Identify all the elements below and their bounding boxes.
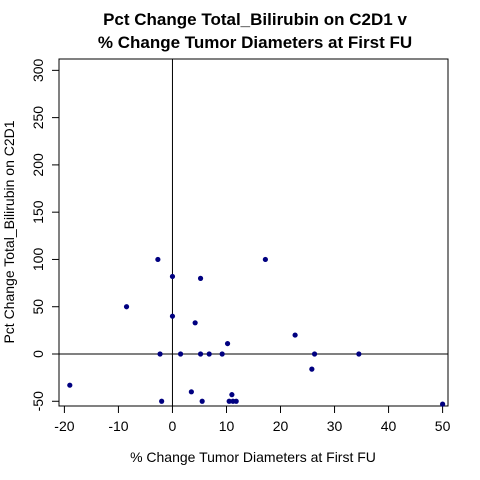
x-tick-label: 50 [435,418,451,434]
data-point [311,351,318,357]
data-point [309,366,315,372]
data-points [67,256,446,407]
reference-lines [59,59,448,406]
x-axis-label: % Change Tumor Diameters at First FU [130,449,376,465]
y-tick-label: 250 [30,106,46,130]
data-point [192,320,198,326]
data-point [67,382,73,388]
data-point [226,398,232,404]
x-tick-label: -10 [108,418,128,434]
x-tick-label: 30 [327,418,343,434]
y-tick-label: 0 [30,350,46,358]
x-tick-label: -20 [54,418,74,434]
data-point [123,304,130,310]
data-point [262,256,268,263]
y-axis-label: Pct Change Total_Bilirubin on C2D1 [1,120,17,343]
y-tick-label: -50 [30,391,46,411]
y-tick-label: 100 [30,248,46,272]
x-tick-label: 10 [219,418,235,434]
chart-title-line-1: Pct Change Total_Bilirubin on C2D1 v [103,10,407,29]
data-point [224,340,231,347]
data-point [169,273,176,280]
data-point [439,401,446,407]
data-point [356,351,362,357]
data-point [206,351,212,357]
data-point [177,351,184,357]
x-axis: -20 -10 0 10 20 30 40 50 [54,405,451,434]
data-point [199,398,205,404]
data-point [197,351,204,357]
y-tick-label: 200 [30,153,46,177]
y-axis: -50 0 50 100 150 200 250 300 [30,58,60,411]
data-point [159,398,165,404]
data-point [188,389,194,395]
y-tick-label: 300 [30,58,46,82]
x-tick-label: 20 [273,418,289,434]
y-tick-label: 50 [30,299,46,315]
data-point [169,313,176,319]
data-point [197,275,204,281]
data-point [292,332,298,338]
chart-title-line-2: % Change Tumor Diameters at First FU [98,33,412,52]
data-point [157,351,163,357]
data-point [155,256,161,263]
data-point [229,392,235,398]
x-tick-label: 0 [169,418,177,434]
data-point [233,398,239,404]
data-point [219,351,225,357]
y-tick-label: 150 [30,200,46,224]
x-tick-label: 40 [381,418,397,434]
